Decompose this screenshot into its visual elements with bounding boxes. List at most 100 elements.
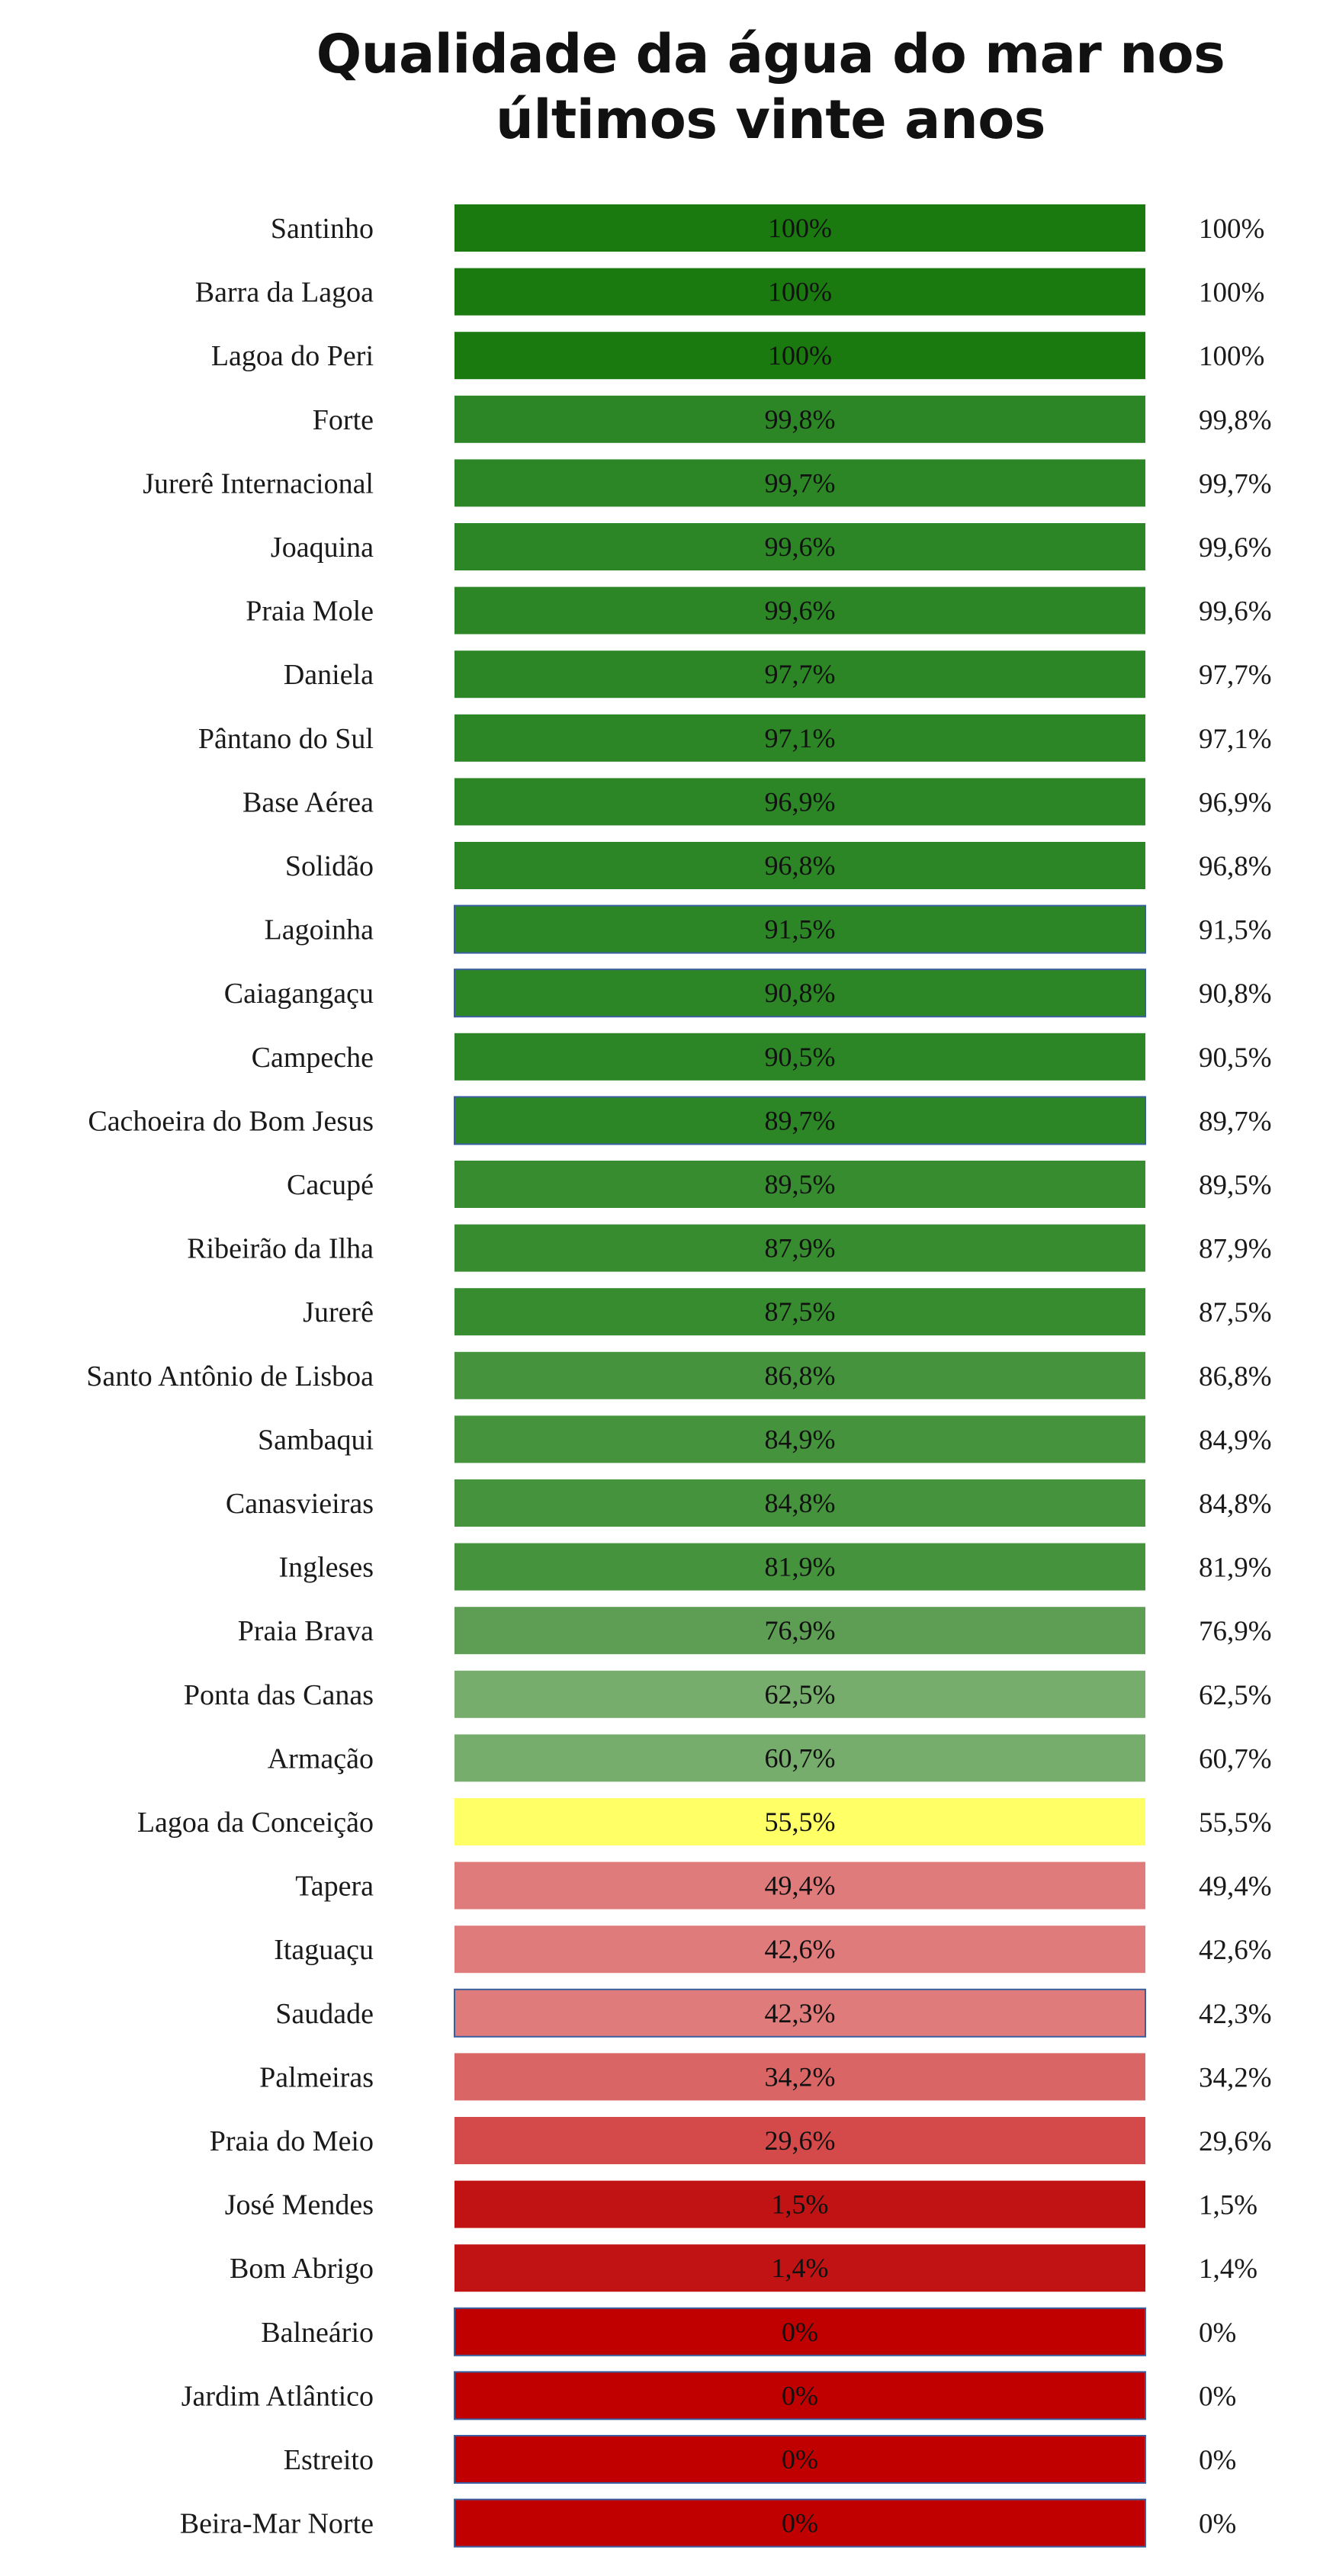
bar-data-label: 1,4%	[772, 2253, 829, 2283]
value-label: 55,5%	[1199, 1807, 1272, 1839]
beach-label: Palmeiras	[259, 2061, 374, 2093]
beach-label: Balneário	[261, 2317, 374, 2349]
chart-title-line-2: últimos vinte anos	[496, 88, 1045, 151]
bar-data-label: 76,9%	[765, 1615, 836, 1646]
value-label: 99,8%	[1199, 405, 1272, 436]
value-label: 60,7%	[1199, 1743, 1272, 1775]
bar-data-label: 100%	[768, 277, 832, 307]
beach-label: Armação	[268, 1742, 374, 1775]
beach-label: Cachoeira do Bom Jesus	[88, 1105, 374, 1137]
value-label: 0%	[1199, 2509, 1236, 2540]
bar-data-label: 87,9%	[765, 1233, 836, 1264]
bar	[454, 204, 1145, 252]
bar-data-label: 81,9%	[765, 1552, 836, 1582]
bar-data-label: 89,5%	[765, 1169, 836, 1200]
bar	[454, 778, 1145, 826]
beach-label: José Mendes	[225, 2189, 374, 2221]
value-label: 84,9%	[1199, 1425, 1272, 1456]
bar	[454, 2435, 1146, 2484]
bar-data-label: 34,2%	[765, 2061, 836, 2092]
bar	[454, 1798, 1145, 1845]
value-label: 89,7%	[1199, 1106, 1272, 1137]
beach-label: Canasvieiras	[226, 1488, 374, 1520]
bar-data-label: 89,7%	[765, 1105, 836, 1135]
bar-row: Santinho 100% 100%	[271, 204, 1264, 252]
bar-row: Jardim Atlântico 0% 0%	[181, 2371, 1236, 2420]
bar-data-label: 0%	[782, 2317, 818, 2347]
beach-label: Forte	[313, 404, 374, 436]
value-label: 90,8%	[1199, 978, 1272, 1010]
bar-data-label: 90,5%	[765, 1042, 836, 1072]
value-label: 34,2%	[1199, 2062, 1272, 2093]
value-label: 90,5%	[1199, 1042, 1272, 1074]
bar	[454, 904, 1146, 954]
beach-label: Cacupé	[287, 1169, 374, 1201]
value-label: 1,4%	[1199, 2253, 1257, 2285]
bar-row: Tapera 49,4% 49,4%	[295, 1861, 1272, 1910]
bar	[454, 842, 1145, 889]
bar	[454, 1033, 1145, 1081]
beach-label: Pântano do Sul	[198, 723, 374, 755]
beach-label: Barra da Lagoa	[195, 277, 374, 309]
bar-row: Caiagangaçu 90,8% 90,8%	[224, 968, 1272, 1018]
bar-data-label: 86,8%	[765, 1360, 836, 1391]
beach-label: Praia Brava	[238, 1615, 374, 1647]
bar-row: Canasvieiras 84,8% 84,8%	[226, 1479, 1272, 1527]
bar-row: Pântano do Sul 97,1% 97,1%	[198, 714, 1272, 762]
value-label: 0%	[1199, 2445, 1236, 2476]
bar-row: Solidão 96,8% 96,8%	[285, 842, 1272, 889]
bar-data-label: 0%	[782, 2380, 818, 2411]
bar	[454, 268, 1145, 316]
bar-row: Daniela 97,7% 97,7%	[284, 650, 1272, 699]
bar	[454, 459, 1145, 507]
bar-data-label: 1,5%	[772, 2189, 829, 2220]
bar	[454, 395, 1145, 443]
value-label: 0%	[1199, 2381, 1236, 2412]
bar-data-label: 42,6%	[765, 1934, 836, 1964]
bar-row: Ribeirão da Ilha 87,9% 87,9%	[187, 1224, 1272, 1272]
value-label: 49,4%	[1199, 1871, 1272, 1903]
bar	[454, 2307, 1146, 2356]
bar	[454, 1926, 1145, 1974]
bar-row: Lagoa do Peri 100% 100%	[211, 332, 1264, 380]
beach-label: Bom Abrigo	[230, 2253, 374, 2285]
bar-data-label: 84,9%	[765, 1424, 836, 1454]
beach-label: Sambaqui	[258, 1424, 374, 1456]
value-label: 97,7%	[1199, 660, 1272, 691]
bar-row: Beira-Mar Norte 0% 0%	[180, 2498, 1236, 2548]
beach-label: Saudade	[275, 1998, 374, 2030]
bar-data-label: 42,3%	[765, 1998, 836, 2028]
value-label: 96,9%	[1199, 787, 1272, 818]
bar	[454, 2244, 1145, 2292]
bar-data-label: 99,6%	[765, 532, 836, 562]
bar	[454, 2371, 1146, 2420]
bar	[454, 714, 1145, 762]
value-label: 100%	[1199, 341, 1264, 372]
bar-data-label: 97,1%	[765, 723, 836, 753]
bar-row: Ponta das Canas 62,5% 62,5%	[184, 1670, 1272, 1718]
value-label: 99,6%	[1199, 532, 1272, 564]
bar	[454, 586, 1145, 634]
value-label: 100%	[1199, 214, 1264, 245]
beach-label: Solidão	[285, 850, 374, 882]
value-label: 89,5%	[1199, 1170, 1272, 1201]
value-label: 87,9%	[1199, 1234, 1272, 1265]
bar-data-label: 100%	[768, 340, 832, 371]
bar	[454, 1734, 1145, 1782]
bar-data-label: 91,5%	[765, 914, 836, 945]
value-label: 100%	[1199, 278, 1264, 309]
beach-label: Tapera	[295, 1871, 374, 1903]
bar	[454, 2498, 1146, 2548]
beach-label: Jurerê Internacional	[143, 467, 374, 499]
bar	[454, 332, 1145, 380]
value-label: 86,8%	[1199, 1361, 1272, 1392]
bar-data-label: 60,7%	[765, 1742, 836, 1773]
bar	[454, 1543, 1145, 1591]
bar-row: Lagoa da Conceição 55,5% 55,5%	[137, 1798, 1272, 1845]
beach-label: Lagoa do Peri	[211, 340, 374, 372]
bar-row: Jurerê Internacional 99,7% 99,7%	[143, 459, 1272, 507]
beach-label: Lagoa da Conceição	[137, 1807, 374, 1839]
bar-data-label: 100%	[768, 213, 832, 243]
value-label: 42,3%	[1199, 1999, 1272, 2030]
beach-label: Daniela	[284, 659, 374, 691]
